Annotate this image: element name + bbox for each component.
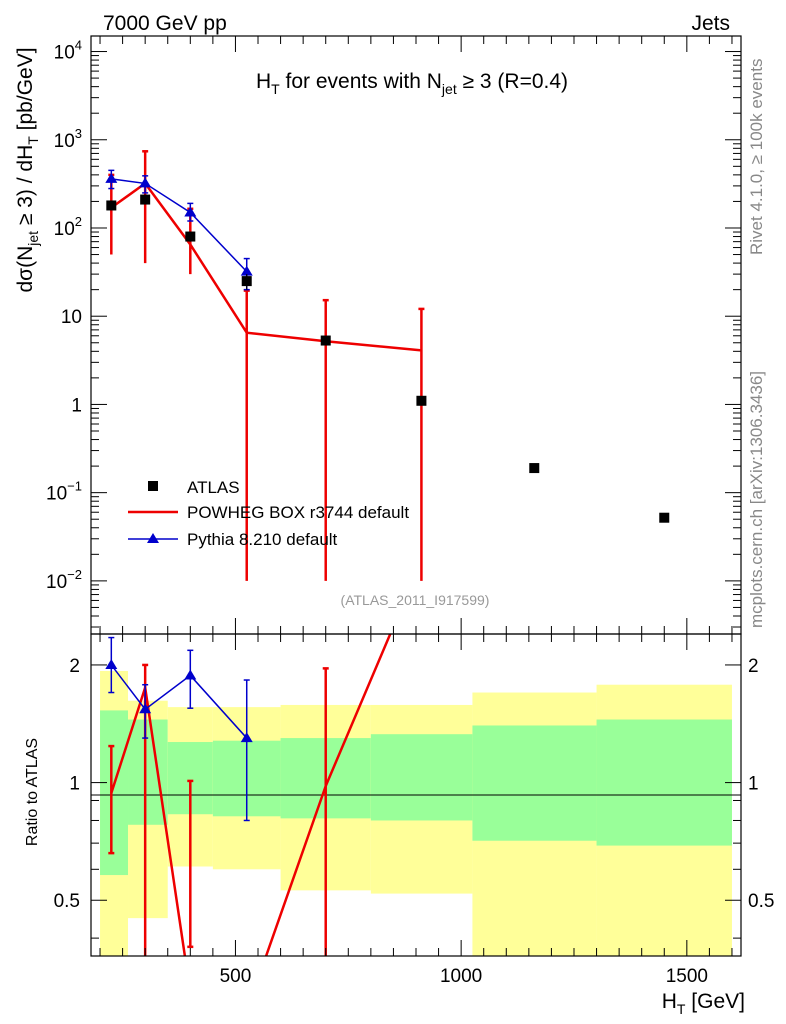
pythia-marker [240,265,253,276]
atlas-marker [140,194,151,205]
pythia-marker [139,177,152,188]
legend-powheg-label: POWHEG BOX r3744 default [187,503,409,522]
ratio-y-tick-label-right: 1 [748,774,759,795]
atlas-marker [320,335,331,346]
atlas-marker [185,231,196,242]
ratio-y-tick-label-left: 2 [69,656,80,677]
legend-pythia-marker [147,533,159,543]
main-y-tick-label: 10−1 [46,479,82,505]
rivet-label: Rivet 4.1.0, ≥ 100k events [747,59,766,255]
legend-atlas-marker [148,481,158,491]
ratio-y-axis-label: Ratio to ATLAS [24,738,41,846]
main-y-axis-label: dσ(Njet ≥ 3) / dHT [pb/GeV] [14,47,41,292]
ratio-frame [90,633,742,957]
ratio-band-inner [128,719,168,825]
analysis-watermark: (ATLAS_2011_I917599) [341,592,490,608]
ratio-pythia-marker [139,703,152,714]
x-tick-label: 500 [220,966,252,987]
main-y-tick-label: 102 [54,214,82,240]
mcplots-label: mcplots.cern.ch [arXiv:1306.3436] [747,371,766,628]
ratio-axis-ticks: 0.5 0.5 1 1 2 2 500 1000 1500 [54,634,774,987]
ratio-band-group [100,670,732,956]
ratio-uncertainty-bands [100,670,732,956]
ratio-powheg-line [110,634,392,956]
legend-pythia-label: Pythia 8.210 default [187,530,338,549]
chart-title: HT for events with Njet ≥ 3 (R=0.4) [256,70,568,97]
ratio-pythia-marker [240,732,253,743]
main-y-tick-label: 104 [54,38,82,64]
ratio-pythia-line [110,664,248,739]
atlas-marker [529,463,540,474]
pythia-marker [184,206,197,217]
main-y-tick-label: 103 [54,126,82,152]
x-tick-label: 1500 [666,966,708,987]
ratio-y-tick-label-left: 1 [69,774,80,795]
atlas-marker [416,395,427,406]
main-y-tick-label: 10−2 [46,567,82,593]
main-plot-content [105,150,670,581]
x-tick-label: 1000 [440,966,482,987]
ratio-pythia-marker [105,658,118,669]
ratio-series-group [105,634,392,956]
atlas-marker [106,200,117,211]
atlas-marker [659,512,670,523]
x-axis-label: HT [GeV] [662,990,745,1017]
main-series-group [105,150,670,581]
atlas-marker [241,276,252,287]
ratio-y-tick-label-right: 0.5 [748,891,774,912]
ratio-plot-content [105,634,392,956]
ratio-band-inner [370,734,473,821]
pythia-marker [105,172,118,183]
header-left: 7000 GeV pp [103,12,227,35]
ratio-y-tick-label-right: 2 [748,656,759,677]
pythia-line [111,178,248,273]
main-y-tick-label: 1 [71,395,82,416]
legend-atlas-label: ATLAS [187,478,240,497]
main-y-tick-label: 10 [61,307,82,328]
ratio-pythia-marker [184,669,197,680]
ratio-band-inner [100,710,129,876]
powheg-line [110,181,422,352]
legend: ATLAS POWHEG BOX r3744 default Pythia 8.… [128,478,409,549]
ratio-y-tick-label-left: 0.5 [54,891,80,912]
ratio-band-inner [472,725,597,841]
ratio-band-inner [596,719,732,846]
main-y-ticks: 10−2 10−1 1 10 102 103 104 [46,36,741,634]
header-right: Jets [691,12,730,35]
